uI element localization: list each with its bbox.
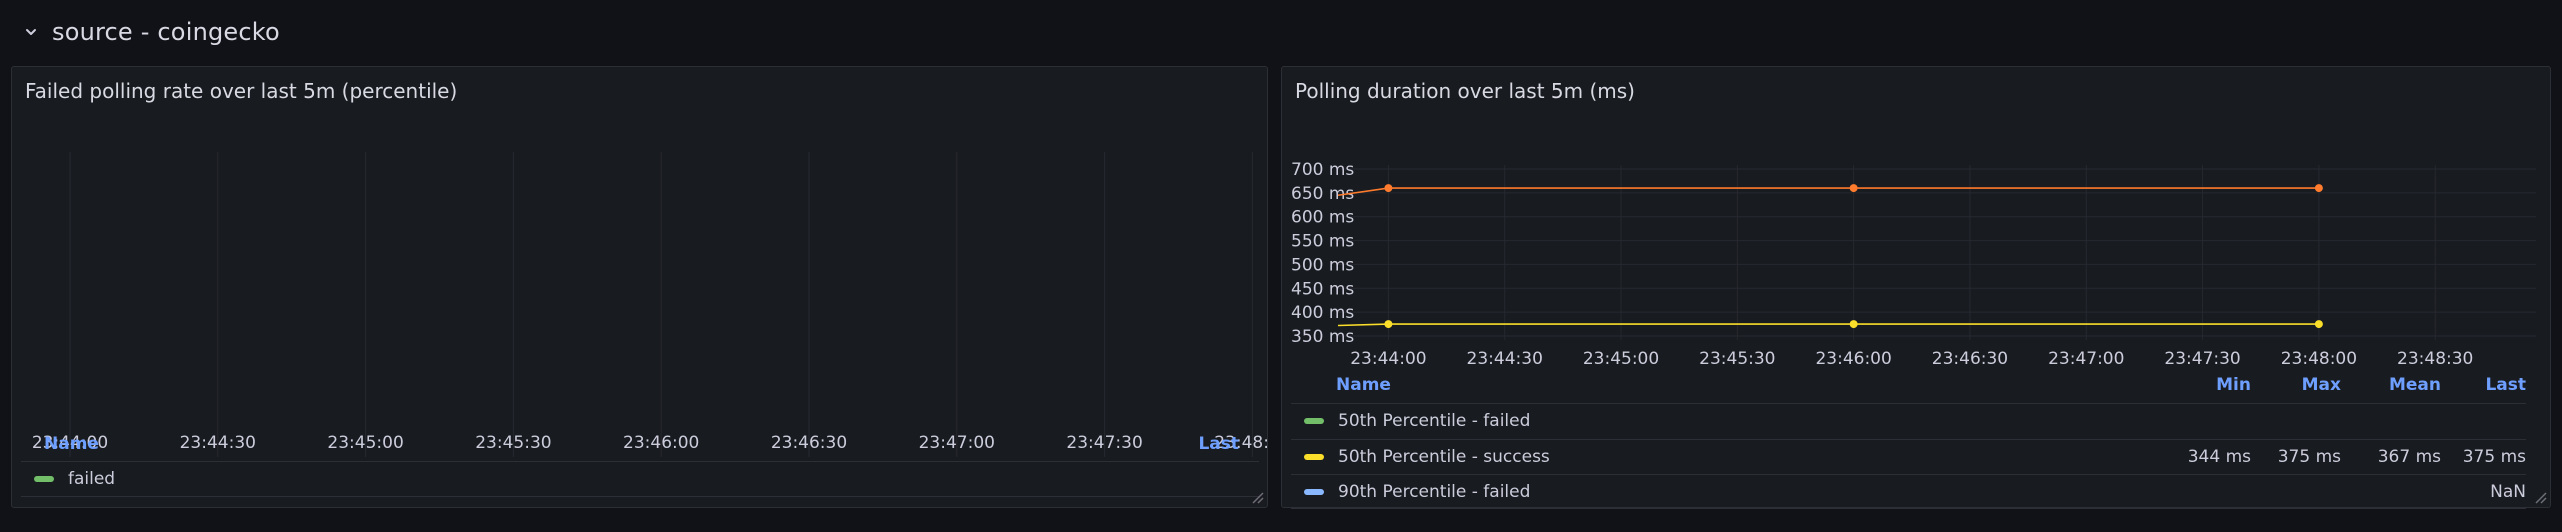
y-tick-label: 450 ms [1291, 279, 1354, 299]
data-point[interactable] [1384, 184, 1393, 193]
x-tick-label: 23:48:00 [1214, 433, 1269, 453]
legend-series-name: 90th Percentile - failed [1338, 481, 1531, 502]
legend-header-last[interactable]: Last [2485, 375, 2526, 395]
series-line [1337, 323, 2319, 327]
resize-handle-icon[interactable] [1250, 490, 1264, 504]
x-tick-label: 23:46:00 [623, 433, 699, 453]
legend-header-last[interactable]: Last [1198, 434, 1239, 454]
y-tick-label: 700 ms [1291, 160, 1354, 180]
panel-title[interactable]: Polling duration over last 5m (ms) [1295, 79, 1635, 103]
data-point[interactable] [1384, 320, 1393, 329]
x-tick-label: 23:44:00 [1350, 349, 1426, 369]
data-point[interactable] [1849, 320, 1858, 329]
legend-header-name[interactable]: Name [1336, 375, 1391, 395]
x-tick-label: 23:48:30 [2397, 349, 2473, 369]
panel-title[interactable]: Failed polling rate over last 5m (percen… [25, 79, 458, 103]
legend-header: Name Last [44, 434, 1239, 454]
legend-series-name: 50th Percentile - failed [1338, 411, 1531, 431]
legend-row-failed[interactable]: failed [21, 461, 1259, 497]
y-tick-label: 400 ms [1291, 303, 1354, 323]
legend-swatch [34, 476, 54, 482]
row-header[interactable]: source - coingecko [22, 14, 280, 50]
x-tick-label: 23:45:00 [327, 433, 403, 453]
legend-header-name[interactable]: Name [44, 434, 99, 454]
x-tick-label: 23:45:00 [1583, 349, 1659, 369]
chart-failed-polling-rate: 23:44:00 23:44:30 23:45:00 23:45:30 23:46:00… [32, 152, 1269, 457]
chart-polling-duration: 700 ms 650 ms 600 ms 550 ms 500 ms 450 ms 400 … [1291, 160, 2536, 369]
chevron-down-icon[interactable] [22, 23, 40, 41]
legend-row[interactable]: 50th Percentile - failed [1291, 403, 2526, 438]
legend-max-value: 375 ms [2277, 446, 2341, 467]
legend-swatch [1304, 418, 1324, 424]
y-tick-label: 500 ms [1291, 255, 1354, 275]
series-line [1337, 187, 2319, 197]
x-tick-label: 23:45:30 [475, 433, 551, 453]
x-tick-label: 23:47:30 [2164, 349, 2240, 369]
legend-last-value: NaN [2490, 481, 2526, 502]
x-tick-label: 23:45:30 [1699, 349, 1775, 369]
x-tick-label: 23:48:00 [2281, 349, 2357, 369]
legend-series-name: 50th Percentile - success [1338, 446, 1550, 467]
x-tick-label: 23:47:30 [1066, 433, 1142, 453]
legend-last-value: 375 ms [2462, 446, 2526, 467]
x-tick-label: 23:47:00 [2048, 349, 2124, 369]
legend-header: Name Min Max Mean Last [1336, 375, 2526, 395]
x-tick-label: 23:44:30 [180, 433, 256, 453]
panel-failed-polling-rate: Failed polling rate over last 5m (percen… [11, 66, 1269, 508]
y-tick-label: 350 ms [1291, 327, 1354, 347]
data-point[interactable] [1849, 184, 1858, 193]
y-tick-label: 600 ms [1291, 208, 1354, 228]
legend-series-name: failed [68, 469, 116, 489]
x-tick-label: 23:46:00 [1815, 349, 1891, 369]
x-tick-label: 23:44:00 [32, 433, 108, 453]
legend-row[interactable]: 90th Percentile - failed NaN [1291, 474, 2526, 509]
resize-handle-icon[interactable] [2533, 490, 2547, 504]
row-title[interactable]: source - coingecko [52, 18, 280, 46]
x-tick-label: 23:44:30 [1467, 349, 1543, 369]
legend-mean-value: 367 ms [2377, 446, 2441, 467]
x-tick-label: 23:46:30 [771, 433, 847, 453]
x-tick-label: 23:47:00 [919, 433, 995, 453]
legend-header-mean[interactable]: Mean [2388, 375, 2441, 395]
y-tick-label: 650 ms [1291, 184, 1354, 204]
legend-swatch [1304, 453, 1324, 460]
legend-swatch [1304, 488, 1324, 495]
panel-polling-duration: Polling duration over last 5m (ms) 700 m… [1281, 66, 2551, 509]
legend-row[interactable]: 50th Percentile - success 344 ms 375 ms 367… [1291, 438, 2526, 474]
data-point[interactable] [2314, 320, 2323, 329]
y-tick-label: 550 ms [1291, 232, 1354, 252]
x-tick-label: 23:46:30 [1932, 349, 2008, 369]
legend-header-min[interactable]: Min [2216, 375, 2251, 395]
data-point[interactable] [2314, 184, 2323, 193]
legend-min-value: 344 ms [2187, 446, 2251, 467]
legend-header-max[interactable]: Max [2301, 375, 2341, 395]
